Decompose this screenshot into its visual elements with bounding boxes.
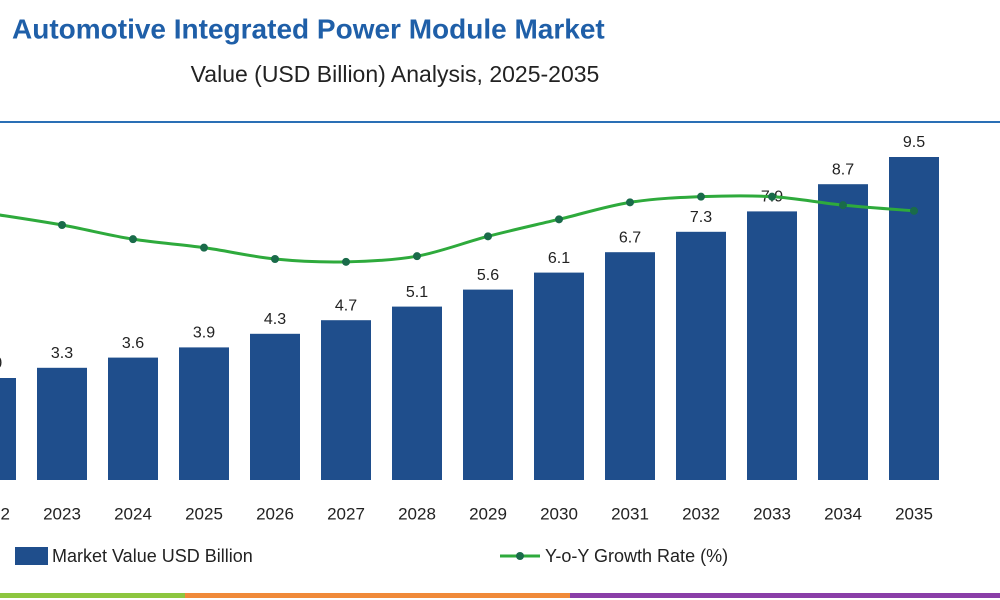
line-marker: [697, 192, 705, 201]
bar: [37, 367, 87, 480]
bar: [0, 378, 16, 480]
bar: [605, 252, 655, 480]
value-label: 7.3: [690, 209, 712, 226]
x-tick-label: 2022: [0, 504, 10, 523]
x-tick-label: 2033: [753, 504, 791, 523]
line: [0, 194, 915, 264]
bar: [179, 347, 229, 480]
legend-label: Y-o-Y Growth Rate (%): [545, 546, 728, 566]
x-tick-label: 2031: [611, 504, 649, 523]
x-tick-label: 2025: [185, 504, 223, 523]
x-tick-label: 2023: [43, 504, 81, 523]
bar: [889, 157, 939, 480]
bar: [250, 333, 300, 480]
x-tick-label: 2026: [256, 504, 294, 523]
line-marker: [839, 201, 847, 210]
value-label: 9.5: [903, 134, 925, 151]
line-marker: [58, 221, 66, 229]
bar: [534, 272, 584, 480]
bar: [463, 289, 513, 480]
footer-strip: [570, 593, 1000, 598]
footer-strip: [0, 593, 185, 598]
value-label: 4.7: [335, 297, 357, 314]
value-label: 3.0: [0, 355, 2, 372]
x-tick-label: 2028: [398, 504, 436, 523]
x-tick-label: 2034: [824, 504, 862, 523]
value-label: 6.7: [619, 229, 641, 246]
x-tick-label: 2035: [895, 504, 933, 523]
line-marker: [413, 252, 421, 261]
value-label: 5.1: [406, 284, 428, 301]
chart-subtitle: Value (USD Billion) Analysis, 2025-2035: [191, 61, 600, 87]
x-tick-label: 2024: [114, 504, 152, 523]
bar: [392, 306, 442, 480]
value-label: 8.7: [832, 161, 854, 178]
legend-swatch: [15, 547, 48, 565]
legend-swatch: [516, 552, 524, 560]
legend-label: Market Value USD Billion: [52, 546, 253, 566]
x-tick-label: 2029: [469, 504, 507, 523]
value-label: 3.3: [51, 345, 73, 362]
line-marker: [768, 192, 776, 201]
x-tick-label: 2030: [540, 504, 578, 523]
line-marker: [626, 198, 634, 207]
line-marker: [271, 255, 279, 263]
line-marker: [484, 232, 492, 241]
line-marker: [555, 215, 563, 224]
line-marker: [129, 235, 137, 244]
bar: [676, 231, 726, 480]
bar: [321, 320, 371, 480]
value-label: 3.6: [122, 335, 144, 352]
line-marker: [342, 257, 350, 266]
bar: [108, 357, 158, 480]
value-label: 5.6: [477, 267, 499, 284]
bar: [818, 184, 868, 480]
chart-title: Automotive Integrated Power Module Marke…: [12, 13, 605, 44]
footer-strip: [185, 593, 570, 598]
value-label: 3.9: [193, 325, 215, 342]
line-marker: [910, 206, 918, 215]
bar: [747, 211, 797, 480]
value-label: 4.3: [264, 311, 286, 328]
line-marker: [200, 243, 208, 252]
x-tick-label: 2027: [327, 504, 365, 523]
x-tick-label: 2032: [682, 504, 720, 523]
value-label: 6.1: [548, 250, 570, 267]
